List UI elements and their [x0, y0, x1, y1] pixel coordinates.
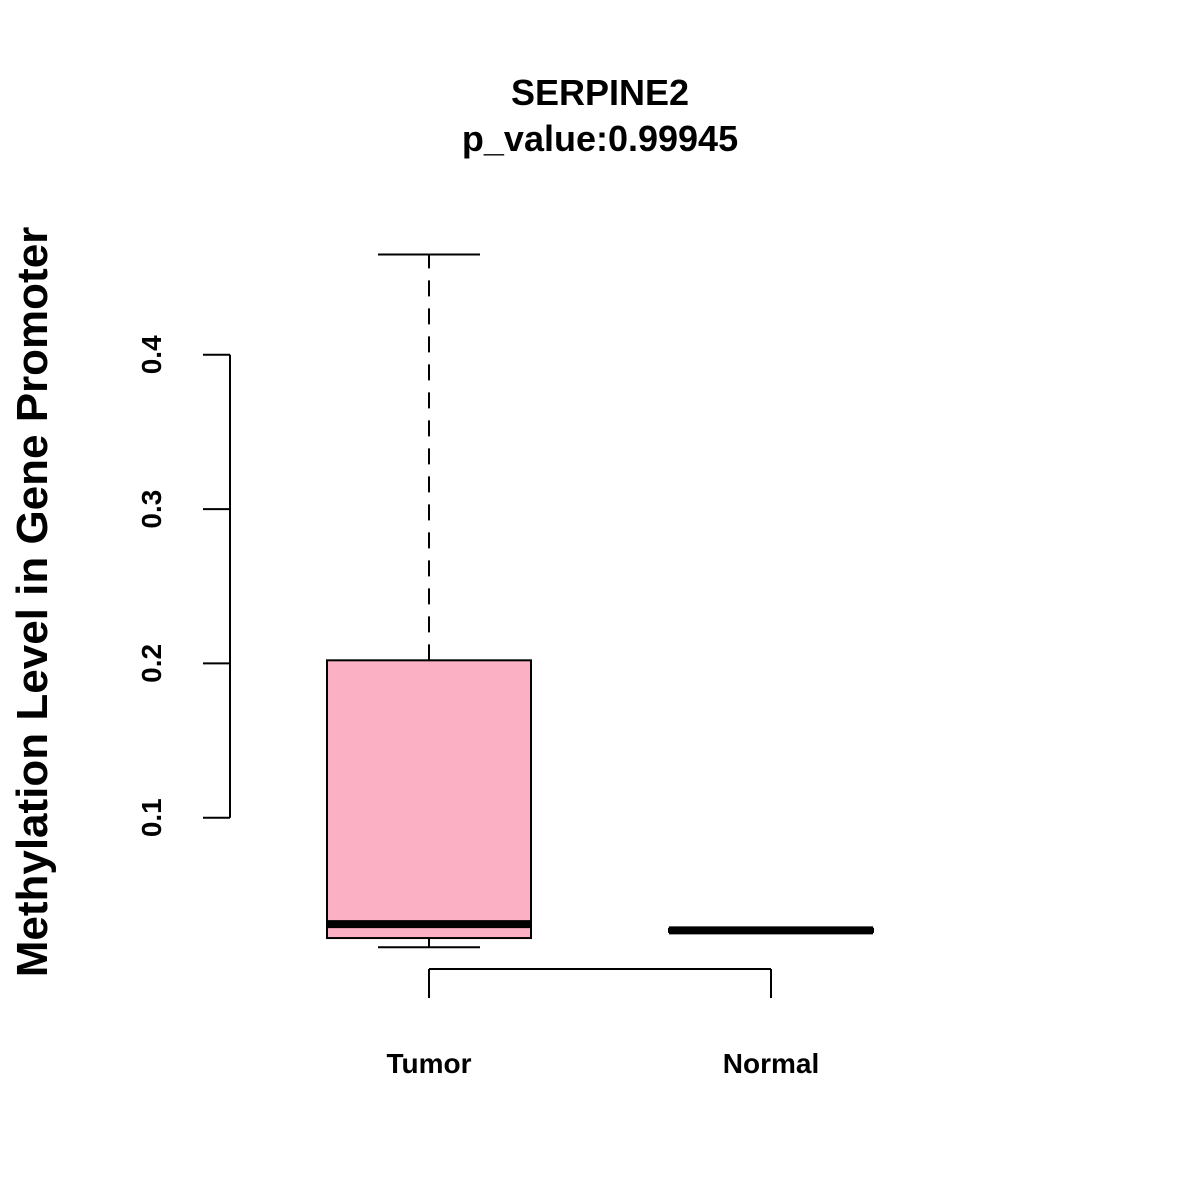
y-tick-label-0.2: 0.2 — [136, 644, 167, 683]
y-tick-label-0.3: 0.3 — [136, 490, 167, 529]
y-tick-label-0.4: 0.4 — [136, 335, 167, 374]
tumor-box — [326, 659, 532, 940]
chart-subtitle: p_value:0.99945 — [462, 118, 738, 159]
x-tick-label-normal: Normal — [723, 1048, 819, 1079]
chart-title: SERPINE2 — [511, 72, 689, 113]
y-tick-label-0.1: 0.1 — [136, 798, 167, 837]
plot-area: 0.1 0.2 0.3 0.4 Tumor Normal — [136, 253, 874, 1079]
y-axis-label: Methylation Level in Gene Promoter — [8, 227, 57, 978]
x-tick-label-tumor: Tumor — [386, 1048, 471, 1079]
